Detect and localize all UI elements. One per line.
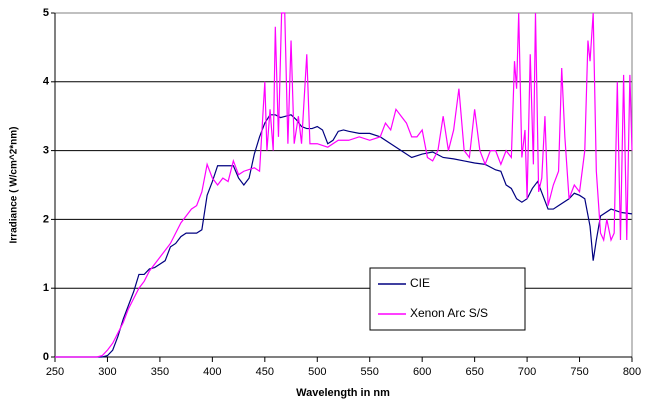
legend-label: Xenon Arc S/S: [410, 306, 488, 320]
x-tick-label: 550: [361, 366, 379, 378]
series-line: [55, 12, 633, 358]
x-tick-label: 750: [570, 366, 588, 378]
y-tick-label: 5: [43, 7, 49, 19]
y-tick-label: 2: [43, 213, 49, 225]
x-tick-label: 600: [413, 366, 431, 378]
series-line: [55, 114, 633, 358]
x-tick-label: 800: [623, 366, 641, 378]
x-tick-label: 700: [518, 366, 536, 378]
y-axis-label: Irradiance ( W/cm^2*nm): [9, 127, 20, 244]
legend-box: [369, 267, 526, 331]
x-tick-label: 400: [203, 366, 221, 378]
x-tick-label: 300: [98, 366, 116, 378]
x-axis-label: Wavelength in nm: [296, 387, 390, 399]
x-tick-label: 350: [151, 366, 169, 378]
x-tick-label: 250: [46, 366, 64, 378]
y-tick-label: 4: [43, 76, 50, 88]
x-tick-label: 650: [465, 366, 483, 378]
x-tick-label: 500: [308, 366, 326, 378]
y-tick-label: 0: [43, 351, 49, 363]
plot-frame: [54, 12, 633, 358]
y-tick-label: 1: [43, 282, 49, 294]
x-tick-label: 450: [256, 366, 274, 378]
legend-label: CIE: [410, 276, 430, 290]
y-tick-label: 3: [43, 145, 49, 157]
